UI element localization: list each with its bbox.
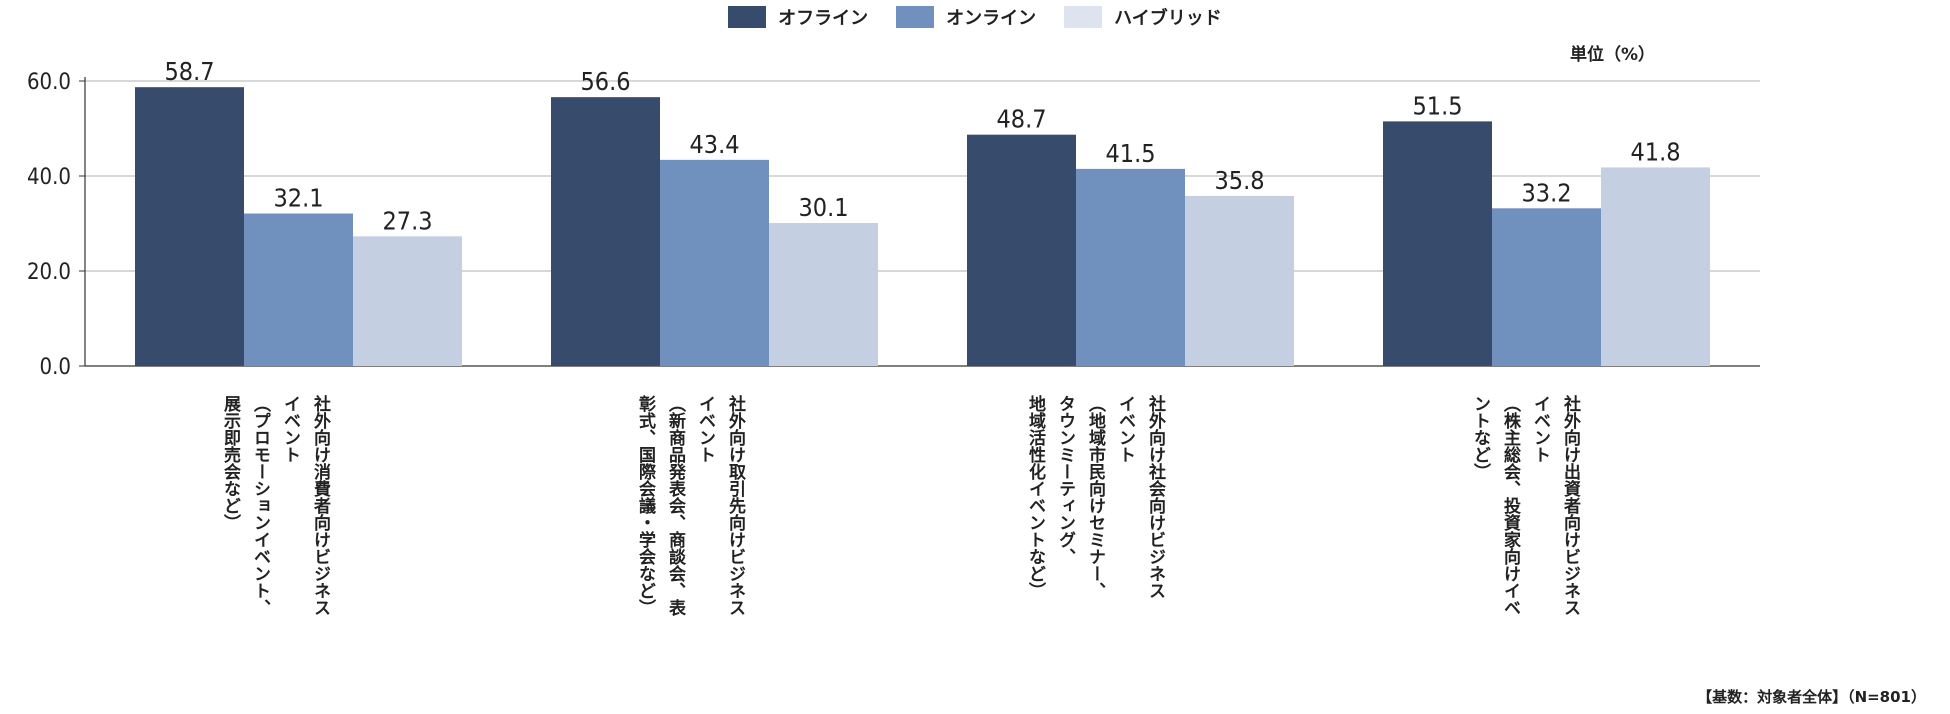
category-label-line: 地域活性化イベントなど）	[1025, 395, 1045, 599]
category-label-line: （株主総会、投資家向けイベ	[1500, 395, 1520, 616]
category-label-line: （新商品発表会、商談会、表	[665, 395, 685, 616]
data-label: 32.1	[273, 184, 323, 213]
category-label-line: イベント	[695, 395, 715, 463]
legend-item-hybrid: ハイブリッド	[1064, 4, 1222, 30]
category-label-line: ントなど）	[1470, 395, 1490, 480]
bar	[135, 87, 244, 367]
data-label: 51.5	[1412, 91, 1462, 120]
bar	[244, 213, 353, 366]
category-label-line: イベント	[280, 395, 300, 463]
unit-label: 単位（%）	[1570, 45, 1656, 65]
data-label: 35.8	[1214, 166, 1264, 195]
y-tick-label: 40.0	[27, 165, 71, 190]
data-label: 41.5	[1105, 139, 1155, 168]
category-label: 社外向け出資者向けビジネス イベント （株主総会、投資家向けイベ ントなど）	[1465, 395, 1585, 695]
legend-item-online: オンライン	[896, 4, 1036, 30]
category-label: 社外向け社会向けビジネス イベント （地域市民向けセミナー、 タウンミーティング、 地域…	[1020, 395, 1170, 695]
bar	[660, 159, 769, 366]
bar	[967, 134, 1076, 366]
category-label-line: 社外向け出資者向けビジネス	[1560, 395, 1580, 616]
data-label: 30.1	[798, 193, 848, 222]
legend-swatch-online	[896, 6, 935, 28]
bar	[1492, 208, 1601, 366]
bar	[551, 97, 660, 367]
legend-item-offline: オフライン	[728, 4, 868, 30]
data-label: 33.2	[1521, 178, 1571, 207]
y-tick-label: 60.0	[27, 70, 71, 95]
legend: オフライン オンライン ハイブリッド	[0, 4, 1950, 30]
y-tick-label: 0.0	[40, 355, 71, 380]
bar	[1383, 121, 1492, 366]
footnote: 【基数：対象者全体】（N=801）	[1697, 688, 1926, 706]
bar	[1076, 168, 1185, 366]
bar	[1601, 167, 1710, 366]
data-label: 56.6	[580, 67, 630, 96]
category-label: 社外向け取引先向けビジネス イベント （新商品発表会、商談会、表 彰式、国際会議・学会…	[630, 395, 750, 695]
y-tick-label: 20.0	[27, 260, 71, 285]
category-label-line: タウンミーティング、	[1055, 395, 1075, 565]
legend-swatch-hybrid	[1064, 6, 1103, 28]
category-label: 社外向け消費者向けビジネス イベント （プロモーションイベント、 展示即売会など）	[215, 395, 335, 695]
category-label-line: 社外向け社会向けビジネス	[1145, 395, 1165, 599]
bar	[1185, 195, 1294, 366]
data-label: 48.7	[996, 105, 1046, 134]
category-label-line: 展示即売会など）	[220, 395, 240, 531]
data-label: 27.3	[382, 206, 432, 235]
legend-swatch-offline	[728, 6, 767, 28]
legend-label-hybrid: ハイブリッド	[1114, 8, 1222, 29]
category-label-line: （プロモーションイベント、	[250, 395, 270, 616]
category-label-line: 社外向け消費者向けビジネス	[310, 395, 330, 616]
category-label-line: イベント	[1530, 395, 1550, 463]
bar	[769, 223, 878, 366]
legend-label-offline: オフライン	[778, 8, 869, 29]
data-label: 41.8	[1630, 137, 1680, 166]
category-label-line: （地域市民向けセミナー、	[1085, 395, 1105, 599]
bar	[353, 236, 462, 366]
data-label: 58.7	[164, 57, 214, 86]
category-label-line: 社外向け取引先向けビジネス	[725, 395, 745, 616]
data-label: 43.4	[689, 130, 739, 159]
category-label-line: 彰式、国際会議・学会など）	[635, 395, 655, 616]
category-label-line: イベント	[1115, 395, 1135, 463]
legend-label-online: オンライン	[946, 8, 1037, 29]
